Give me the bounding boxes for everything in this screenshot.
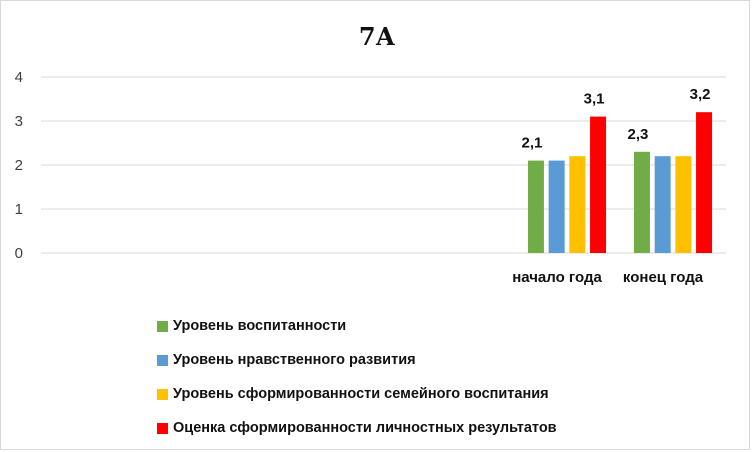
legend-item: Оценка сформированности личностных резул… xyxy=(157,411,557,445)
bar xyxy=(548,160,565,253)
data-label: 3,2 xyxy=(690,86,711,103)
y-tick-label: 1 xyxy=(15,201,23,218)
legend-swatch xyxy=(157,388,168,400)
legend-label: Оценка сформированности личностных резул… xyxy=(173,420,557,436)
chart-title: 7А xyxy=(359,22,396,51)
x-axis-categories: начало года конец года xyxy=(512,269,704,286)
legend-swatch xyxy=(157,354,168,366)
y-tick-label: 3 xyxy=(15,113,23,130)
gridlines xyxy=(41,76,726,254)
legend-label: Уровень нравственного развития xyxy=(173,352,416,368)
legend: Уровень воспитанности Уровень нравственн… xyxy=(157,309,557,445)
y-tick-label: 4 xyxy=(15,69,23,86)
legend-swatch xyxy=(157,320,168,332)
y-axis-ticks: 0 1 2 3 4 xyxy=(15,69,23,262)
data-label: 2,1 xyxy=(522,135,543,152)
y-tick-label: 0 xyxy=(15,245,23,262)
x-category-label: начало года xyxy=(512,269,602,286)
bar xyxy=(696,112,713,253)
x-category-label: конец года xyxy=(623,269,704,286)
legend-item: Уровень воспитанности xyxy=(157,309,557,343)
bar xyxy=(633,151,650,253)
bar xyxy=(675,156,692,253)
legend-label: Уровень сформированности семейного воспи… xyxy=(173,386,549,402)
y-tick-label: 2 xyxy=(15,157,23,174)
legend-item: Уровень нравственного развития xyxy=(157,343,557,377)
bar xyxy=(569,156,586,253)
legend-swatch xyxy=(157,422,168,434)
legend-item: Уровень сформированности семейного воспи… xyxy=(157,377,557,411)
data-labels: 2,1 3,1 2,3 3,2 xyxy=(522,86,711,151)
bars xyxy=(527,112,713,253)
data-label: 2,3 xyxy=(628,126,649,143)
bar-chart: 7А 0 1 2 3 4 2,1 3,1 2,3 3,2 начало года конец г… xyxy=(15,22,726,286)
bar xyxy=(654,156,671,253)
bar xyxy=(527,160,544,253)
legend-label: Уровень воспитанности xyxy=(173,318,347,334)
data-label: 3,1 xyxy=(584,91,605,108)
bar xyxy=(590,116,607,253)
